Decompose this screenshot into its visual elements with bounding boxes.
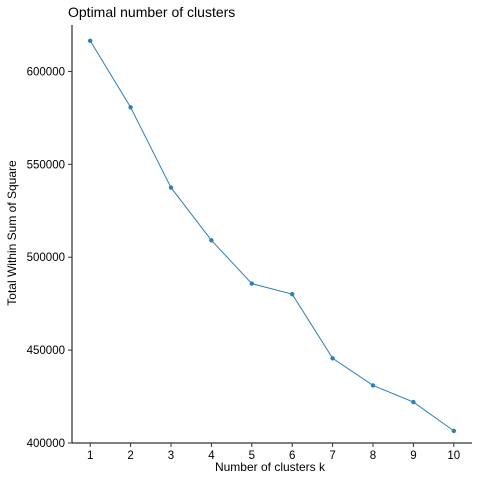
x-tick-label: 1 [87,450,93,462]
x-tick-label: 4 [208,450,215,462]
y-tick-label: 550000 [27,159,65,171]
x-tick-label: 10 [447,450,460,462]
y-axis-title: Total Within Sum of Square [5,160,19,306]
x-axis-title: Number of clusters k [215,460,326,474]
x-tick-label: 8 [370,450,376,462]
data-point [168,185,174,190]
x-tick-label: 5 [249,450,255,462]
data-points [87,38,457,434]
y-tick-label: 400000 [27,438,65,450]
y-tick-label: 450000 [27,345,65,357]
x-tick-label: 6 [289,450,295,462]
y-tick-label: 600000 [27,66,65,78]
data-point [128,105,133,110]
data-point [290,291,295,297]
x-axis-ticks: 1 2 3 4 5 6 7 8 9 10 [87,443,460,462]
series-line [89,40,455,432]
chart-title: Optimal number of clusters [68,4,235,20]
data-point [87,38,93,43]
x-tick-label: 3 [168,450,174,462]
data-point [451,428,457,434]
data-point [370,383,376,388]
data-point [411,399,416,405]
y-tick-label: 500000 [27,252,65,264]
data-point [209,238,214,243]
x-tick-label: 7 [329,450,335,462]
x-tick-label: 2 [127,450,133,462]
data-point [330,356,335,361]
y-axis-ticks: 400000 450000 500000 550000 600000 [27,66,72,450]
x-tick-label: 9 [410,450,416,462]
data-point [249,281,254,286]
